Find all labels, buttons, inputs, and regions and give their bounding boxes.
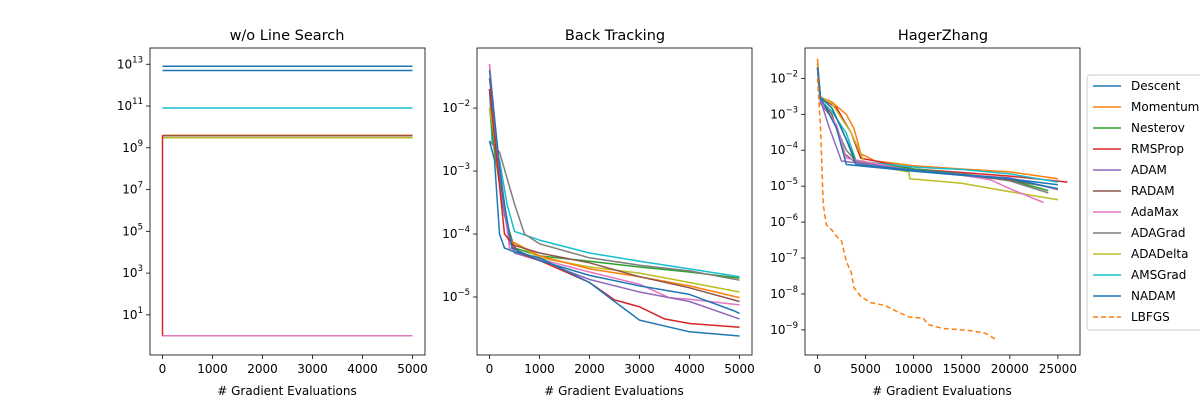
- axes-frame: [149, 47, 426, 356]
- plot-area: 0 5000 10000 15000 20000 25000 10−9 10−8 10−7 10−…: [770, 58, 1077, 376]
- series-line-radam: [488, 77, 740, 303]
- x-tick-label: 10000: [895, 362, 933, 376]
- series-line-momentum: [488, 64, 740, 299]
- series-line-nadam: [488, 70, 740, 315]
- x-tick-label: 25000: [1039, 362, 1077, 376]
- y-tick-label: 10−3: [442, 162, 470, 178]
- y-tick-label: 103: [122, 264, 143, 280]
- series-line-rmsprop: [161, 135, 413, 337]
- y-tick-label: 105: [122, 222, 143, 238]
- x-tick-label: 20000: [991, 362, 1029, 376]
- series-line-adamax: [488, 64, 740, 306]
- y-tick-label: 109: [122, 139, 143, 155]
- plot-area: 0 1000 2000 3000 4000 5000 10−5 10−4 10−3 10−2: [442, 64, 755, 376]
- legend-label: Descent: [1131, 79, 1180, 93]
- legend-label: ADADelta: [1131, 247, 1188, 261]
- x-tick-label: 3000: [297, 362, 328, 376]
- x-tick-label: 0: [486, 362, 494, 376]
- y-tick-label: 10−7: [770, 249, 798, 265]
- x-tick-label: 0: [159, 362, 167, 376]
- panel-no-line-search: w/o Line Search 0 1000 2000 3000 4000 5000 101…: [117, 28, 428, 398]
- x-tick-label: 1000: [197, 362, 228, 376]
- x-axis-label: # Gradient Evaluations: [217, 384, 356, 398]
- axes-frame: [476, 47, 753, 356]
- panel-title: Back Tracking: [565, 28, 665, 44]
- legend-label: Nesterov: [1131, 121, 1185, 135]
- y-tick-label: 10−8: [770, 285, 798, 301]
- series-line-nesterov: [488, 108, 740, 279]
- x-tick-label: 15000: [943, 362, 981, 376]
- plot-area: 0 1000 2000 3000 4000 5000 101 103 105 107 109 1011…: [117, 55, 428, 376]
- legend-label: Momentum: [1131, 100, 1199, 114]
- legend-label: ADAGrad: [1131, 226, 1185, 240]
- x-tick-label: 4000: [674, 362, 705, 376]
- legend: Descent Momentum Nesterov RMSProp ADAM RADAM A…: [1086, 74, 1200, 331]
- x-tick-label: 2000: [247, 362, 278, 376]
- panel-back-tracking: Back Tracking 0 1000 2000 3000 4000 5000 10−5 1…: [442, 28, 755, 398]
- x-tick-label: 5000: [724, 362, 755, 376]
- x-tick-label: 1000: [524, 362, 555, 376]
- y-tick-label: 107: [122, 181, 143, 197]
- panel-title: w/o Line Search: [230, 28, 345, 44]
- x-tick-label: 0: [814, 362, 822, 376]
- x-tick-label: 5000: [850, 362, 881, 376]
- series-line-adagrad: [488, 140, 740, 281]
- y-tick-label: 10−2: [442, 99, 470, 115]
- y-tick-label: 10−4: [442, 225, 470, 241]
- legend-label: NADAM: [1131, 289, 1176, 303]
- y-tick-label: 1011: [117, 97, 143, 113]
- y-tick-label: 101: [122, 306, 143, 322]
- y-tick-label: 1013: [117, 55, 143, 71]
- series-line-descent: [488, 140, 740, 337]
- legend-label: ADAM: [1131, 163, 1167, 177]
- y-tick-label: 10−5: [442, 288, 470, 304]
- y-tick-label: 10−5: [770, 177, 798, 193]
- x-axis-label: # Gradient Evaluations: [872, 384, 1011, 398]
- legend-label: AdaMax: [1131, 205, 1179, 219]
- panel-title: HagerZhang: [898, 28, 988, 44]
- x-tick-label: 2000: [574, 362, 605, 376]
- legend-label: RADAM: [1131, 184, 1175, 198]
- legend-box: [1086, 74, 1200, 331]
- x-tick-label: 4000: [347, 362, 378, 376]
- y-tick-label: 10−9: [770, 321, 798, 337]
- legend-label: AMSGrad: [1131, 268, 1186, 282]
- y-tick-label: 10−3: [770, 105, 798, 121]
- x-axis-label: # Gradient Evaluations: [544, 384, 683, 398]
- x-tick-label: 3000: [624, 362, 655, 376]
- series-line-descent: [816, 67, 1058, 186]
- series-line-lbfgs: [816, 78, 996, 340]
- series-line-rmsprop: [816, 64, 1068, 183]
- y-tick-label: 10−6: [770, 213, 798, 229]
- y-tick-label: 10−2: [770, 69, 798, 85]
- legend-label: RMSProp: [1131, 142, 1184, 156]
- axes-frame: [804, 47, 1081, 356]
- series-line-adadelta: [816, 64, 1059, 201]
- panel-hager-zhang: HagerZhang 0 5000 10000 15000 20000 25000 10−9…: [770, 28, 1081, 398]
- legend-label: LBFGS: [1131, 310, 1170, 324]
- y-tick-label: 10−4: [770, 141, 798, 157]
- x-tick-label: 5000: [397, 362, 428, 376]
